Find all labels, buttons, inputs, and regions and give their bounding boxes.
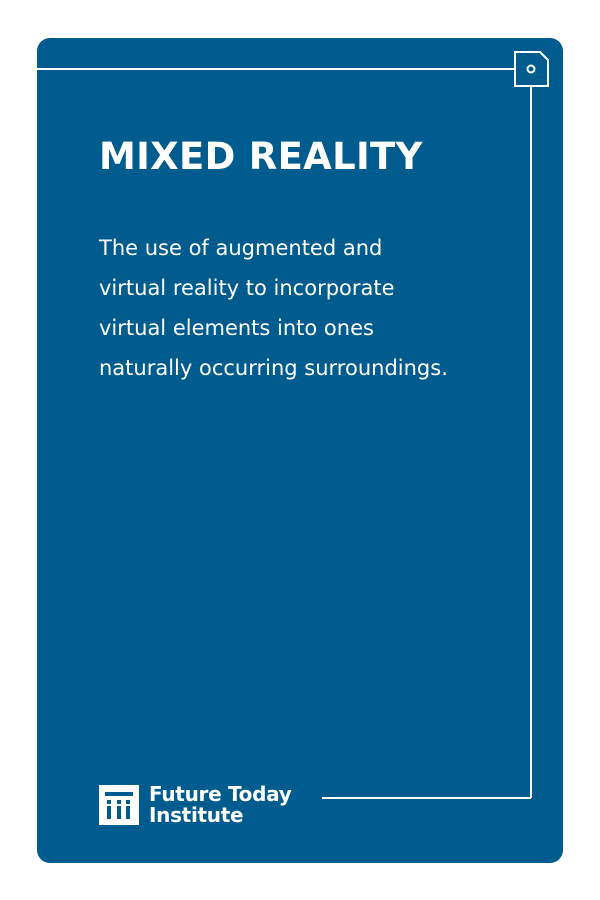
definition-line: The use of augmented and bbox=[99, 236, 383, 260]
term-card: MIXED REALITY The use of augmented and v… bbox=[37, 38, 563, 863]
fti-logo-icon bbox=[99, 785, 139, 825]
card-definition: The use of augmented and virtual reality… bbox=[99, 228, 499, 388]
circuit-frame-decoration bbox=[37, 51, 549, 799]
brand-lockup: Future Today Institute bbox=[99, 782, 292, 827]
circuit-node-icon bbox=[514, 51, 549, 87]
brand-name-line-2: Institute bbox=[149, 803, 244, 827]
definition-line: virtual elements into ones bbox=[99, 316, 374, 340]
definition-line: virtual reality to incorporate bbox=[99, 276, 395, 300]
brand-name: Future Today Institute bbox=[149, 782, 292, 827]
definition-line: naturally occurring surroundings. bbox=[99, 356, 448, 380]
card-title: MIXED REALITY bbox=[99, 135, 423, 178]
brand-name-line-1: Future Today bbox=[149, 782, 292, 806]
